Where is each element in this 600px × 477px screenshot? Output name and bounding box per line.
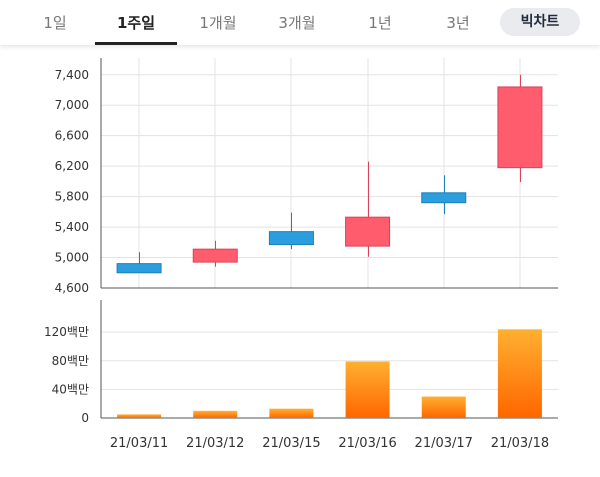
tab-1-day[interactable]: 1일: [43, 14, 67, 32]
price-axis: 7,400 7,000 6,600 6,200 5,800 5,400 5,000 4,600: [55, 58, 558, 295]
tab-3-month[interactable]: 3개월: [278, 14, 316, 32]
volume-bar: [117, 414, 162, 418]
date-tick-label: 21/03/16: [338, 436, 396, 451]
volume-tick-label: 0: [81, 411, 89, 425]
date-tick-label: 21/03/18: [491, 436, 549, 451]
volume-axis: 120백만 80백만 40백만 0: [44, 300, 558, 425]
candle-body: [497, 86, 543, 169]
price-grid: [101, 58, 558, 289]
tab-1-month[interactable]: 1개월: [199, 14, 237, 32]
price-tick-label: 6,200: [55, 159, 89, 173]
volume-grid: [101, 331, 558, 390]
price-tick-label: 6,600: [55, 129, 89, 143]
volume-bar: [269, 408, 314, 418]
volume-bar: [421, 396, 466, 418]
candle-body: [345, 216, 391, 247]
volume-tick-label: 40백만: [52, 382, 89, 396]
big-chart-button[interactable]: 빅차트: [500, 8, 580, 36]
candle-body: [421, 192, 467, 204]
volume-series: [117, 329, 542, 418]
date-tick-label: 21/03/11: [110, 436, 168, 451]
tab-1-year[interactable]: 1년: [368, 14, 392, 32]
price-tick-label: 5,800: [55, 190, 89, 204]
candle-body: [116, 263, 162, 274]
candle-body: [268, 231, 314, 246]
price-tick-label: 5,000: [55, 251, 89, 265]
candle-body: [192, 248, 238, 263]
date-axis: 21/03/11 21/03/12 21/03/15 21/03/16 21/03/17…: [110, 436, 549, 451]
period-tab-bar: 1일 1주일 1개월 3개월 1년 3년 빅차트: [0, 0, 600, 45]
volume-tick-label: 80백만: [52, 354, 89, 368]
active-tab-underline: [95, 42, 177, 45]
price-tick-label: 7,000: [55, 98, 89, 112]
date-tick-label: 21/03/15: [262, 436, 320, 451]
volume-bar: [497, 329, 542, 418]
candlestick-series: [116, 74, 543, 274]
volume-tick-label: 120백만: [44, 325, 89, 339]
date-tick-label: 21/03/12: [186, 436, 244, 451]
price-tick-label: 5,400: [55, 220, 89, 234]
volume-bar: [193, 410, 238, 418]
price-tick-label: 4,600: [55, 281, 89, 295]
volume-bar: [345, 361, 390, 418]
tab-1-week[interactable]: 1주일: [116, 14, 156, 32]
price-tick-label: 7,400: [55, 68, 89, 82]
date-tick-label: 21/03/17: [415, 436, 473, 451]
tab-3-year[interactable]: 3년: [446, 14, 470, 32]
